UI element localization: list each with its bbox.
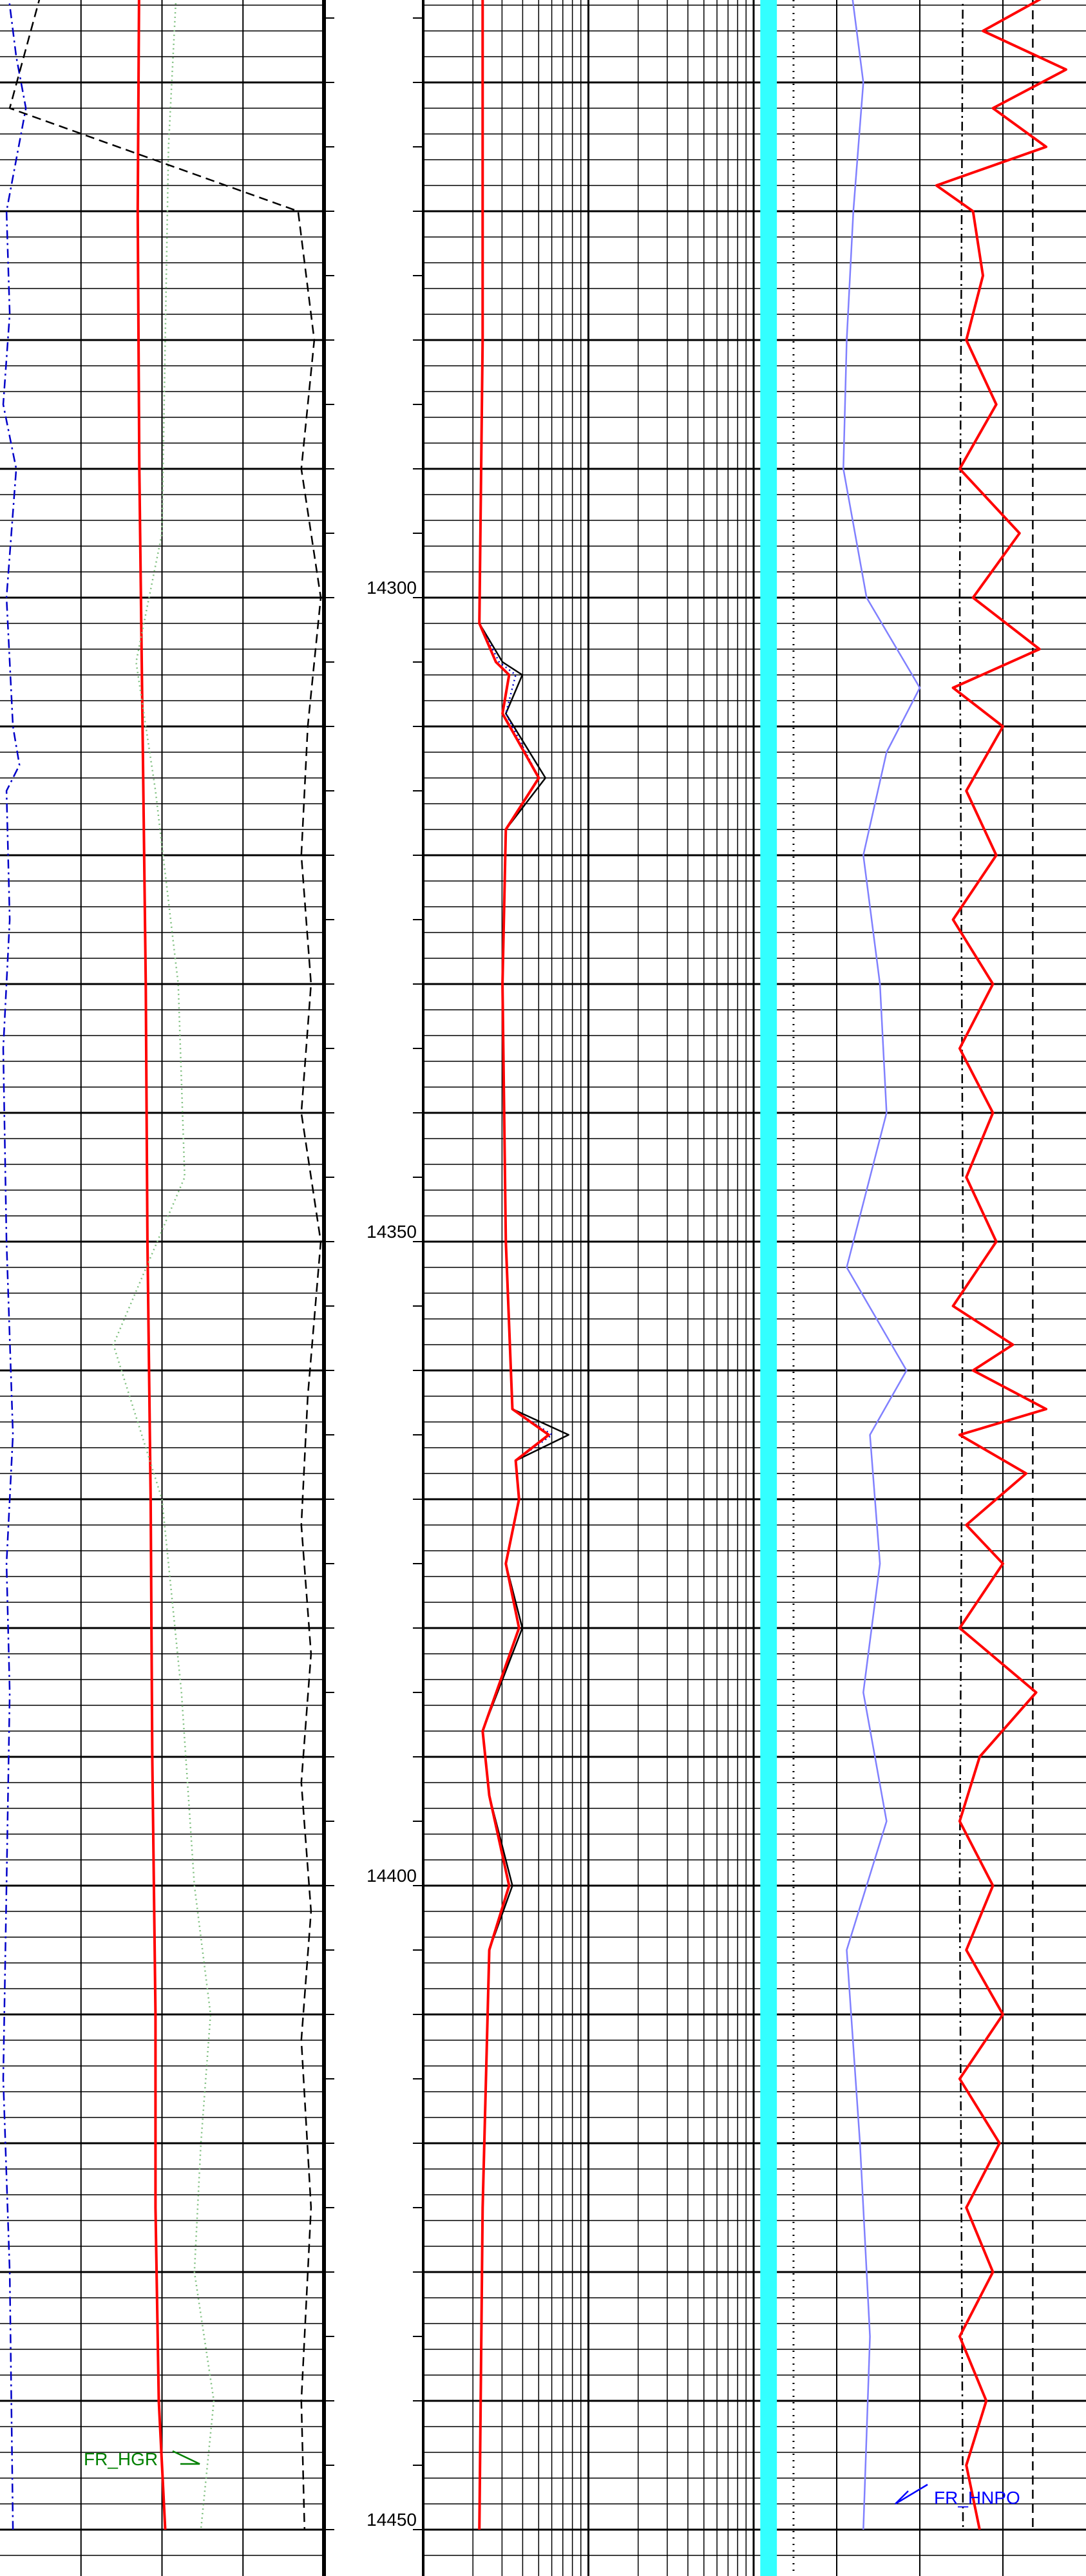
depth-label: 14350 (367, 1222, 417, 1242)
depth-label: 14300 (367, 578, 417, 598)
track3-curve-black-dashdot (958, 0, 964, 2530)
depth-track: 14300 14350 14400 14450 (324, 17, 423, 2530)
depth-label: 14450 (367, 2510, 417, 2530)
track3-curve-red-solid (935, 0, 1067, 2530)
curve-labels: FR_HGR FR_HNPO (84, 2449, 1020, 2508)
curve-label-arrow-icon (895, 2483, 928, 2505)
track3-curve-lavender-solid (843, 0, 921, 2530)
curve-label-arrow-icon (172, 2450, 200, 2465)
track2-curve-black-solid (478, 0, 569, 2530)
track2-curve-red-solid (478, 0, 550, 2530)
track1-curve-red-solid (136, 0, 167, 2530)
depth-label: 14400 (367, 1866, 417, 1886)
curve-label-fr-hnpo: FR_HNPO (934, 2488, 1020, 2508)
track2-curve-blue-dotted (478, 0, 553, 2530)
curve-label-fr-hgr: FR_HGR (84, 2449, 158, 2469)
track1-curve-black-dashed (8, 0, 322, 2530)
track3-fill-band (760, 0, 777, 2576)
track1-curve-green-dotted (112, 0, 215, 2530)
track1-curve-blue-dashdot (2, 0, 27, 2530)
